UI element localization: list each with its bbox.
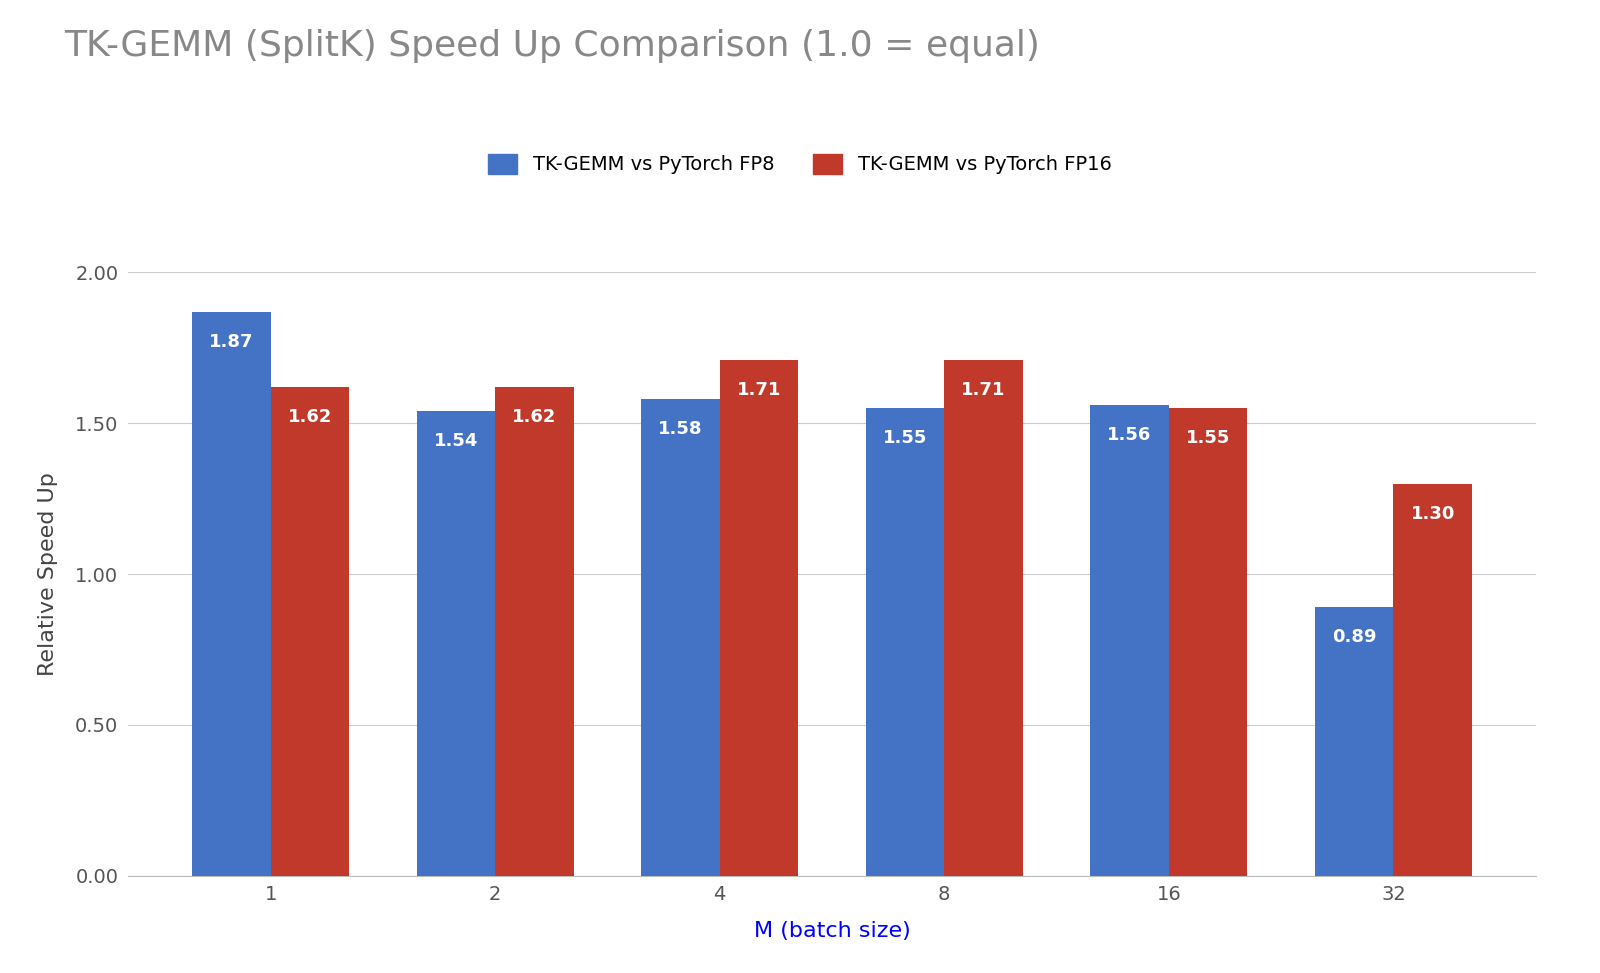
Bar <box>1090 405 1170 876</box>
Bar <box>720 360 798 876</box>
Bar <box>1394 484 1472 876</box>
Text: 1.55: 1.55 <box>1186 429 1230 448</box>
Text: 1.62: 1.62 <box>288 409 333 426</box>
Bar <box>642 399 720 876</box>
Text: 1.71: 1.71 <box>962 381 1006 399</box>
Text: 1.87: 1.87 <box>210 333 253 350</box>
Text: 1.30: 1.30 <box>1411 505 1454 523</box>
Bar <box>1170 409 1248 876</box>
Text: 1.56: 1.56 <box>1107 426 1152 445</box>
Bar <box>270 387 349 876</box>
Text: TK-GEMM (SplitK) Speed Up Comparison (1.0 = equal): TK-GEMM (SplitK) Speed Up Comparison (1.… <box>64 29 1040 63</box>
Legend: TK-GEMM vs PyTorch FP8, TK-GEMM vs PyTorch FP16: TK-GEMM vs PyTorch FP8, TK-GEMM vs PyTor… <box>480 146 1120 182</box>
Y-axis label: Relative Speed Up: Relative Speed Up <box>38 472 58 676</box>
Bar <box>494 387 574 876</box>
Bar <box>1315 607 1394 876</box>
Text: 1.54: 1.54 <box>434 432 478 450</box>
Bar <box>944 360 1022 876</box>
Bar <box>866 409 944 876</box>
X-axis label: M (batch size): M (batch size) <box>754 921 910 941</box>
Text: 1.55: 1.55 <box>883 429 926 448</box>
Text: 1.62: 1.62 <box>512 409 557 426</box>
Text: 1.58: 1.58 <box>658 420 702 438</box>
Bar <box>416 412 494 876</box>
Text: 0.89: 0.89 <box>1331 629 1376 646</box>
Text: 1.71: 1.71 <box>738 381 781 399</box>
Bar <box>192 311 270 876</box>
